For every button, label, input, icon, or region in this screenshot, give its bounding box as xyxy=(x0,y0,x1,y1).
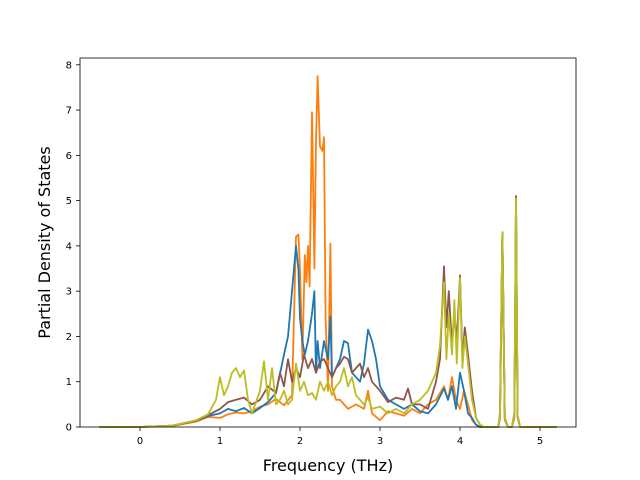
y-tick-label: 2 xyxy=(66,332,72,343)
x-tick-label: 0 xyxy=(137,436,143,447)
x-axis-title: Frequency (THz) xyxy=(263,456,393,475)
plot-frame xyxy=(79,57,577,428)
x-tick-label: 4 xyxy=(457,436,463,447)
x-tick-label: 3 xyxy=(377,436,383,447)
y-tick-label: 7 xyxy=(66,106,72,117)
y-tick-label: 0 xyxy=(66,423,72,434)
y-axis-ticks: 0 1 2 3 4 5 6 7 8 xyxy=(66,60,80,434)
y-tick-label: 5 xyxy=(66,196,72,207)
x-tick-label: 5 xyxy=(537,436,543,447)
y-tick-label: 4 xyxy=(66,241,72,252)
y-tick-label: 1 xyxy=(66,377,72,388)
y-tick-label: 8 xyxy=(66,60,72,71)
x-tick-label: 2 xyxy=(297,436,303,447)
x-axis-ticks: 0 1 2 3 4 5 xyxy=(137,427,543,447)
y-tick-label: 6 xyxy=(66,151,72,162)
y-axis-title: Partial Density of States xyxy=(35,146,54,338)
x-tick-label: 1 xyxy=(217,436,223,447)
y-tick-label: 3 xyxy=(66,287,72,298)
